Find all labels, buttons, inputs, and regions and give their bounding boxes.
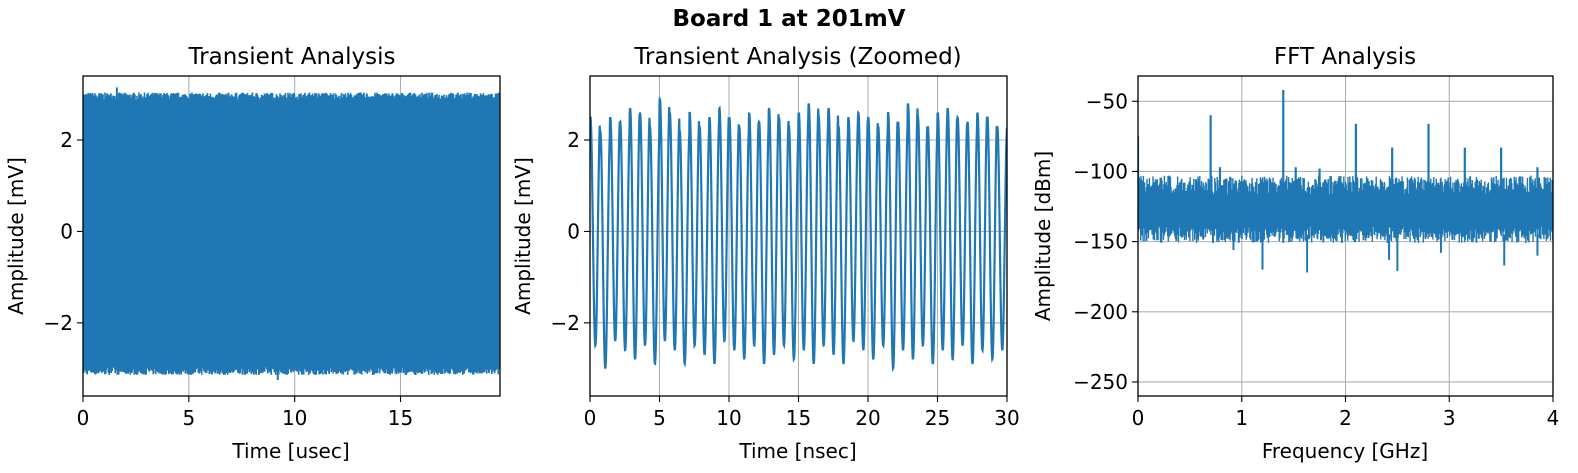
y-tick-label: −2 bbox=[44, 311, 73, 335]
chart-fft: FFT Analysis 0 1 2 3 4 −250 −200 −150 −100 −50 Fr… bbox=[1031, 44, 1559, 463]
x-tick-label: 10 bbox=[282, 406, 307, 430]
y-axis-label: Amplitude [mV] bbox=[4, 157, 28, 315]
x-axis-label: Time [usec] bbox=[231, 439, 349, 463]
y-tick-label: −250 bbox=[1073, 370, 1128, 394]
y-tick-label: −2 bbox=[551, 311, 580, 335]
y-tick-label: −200 bbox=[1073, 300, 1128, 324]
y-axis-label: Amplitude [mV] bbox=[511, 157, 535, 315]
x-tick-label: 15 bbox=[388, 406, 413, 430]
x-tick-label: 30 bbox=[994, 406, 1019, 430]
plot-area bbox=[590, 96, 1007, 373]
y-tick-label: 0 bbox=[60, 219, 73, 243]
x-axis-label: Time [nsec] bbox=[738, 439, 856, 463]
x-tick-label: 5 bbox=[653, 406, 666, 430]
x-tick-label: 5 bbox=[182, 406, 195, 430]
y-tick-label: 2 bbox=[567, 128, 580, 152]
x-tick-label: 20 bbox=[855, 406, 880, 430]
tick-labels: 0 5 10 15 −2 0 2 bbox=[44, 128, 414, 430]
x-tick-label: 25 bbox=[925, 406, 950, 430]
plot-area bbox=[83, 87, 500, 380]
tick-labels: 0 5 10 15 20 25 30 −2 0 2 bbox=[551, 128, 1020, 430]
x-tick-label: 15 bbox=[786, 406, 811, 430]
y-tick-label: −150 bbox=[1073, 230, 1128, 254]
x-tick-label: 10 bbox=[716, 406, 741, 430]
chart-transient-zoomed: Transient Analysis (Zoomed) 0 5 10 15 20 25 30… bbox=[511, 44, 1020, 463]
y-tick-label: 2 bbox=[60, 128, 73, 152]
y-tick-label: −50 bbox=[1086, 89, 1128, 113]
noise-floor bbox=[1138, 175, 1553, 243]
x-tick-label: 2 bbox=[1339, 406, 1352, 430]
tick-labels: 0 1 2 3 4 −250 −200 −150 −100 −50 bbox=[1073, 89, 1559, 430]
figure-suptitle: Board 1 at 201mV bbox=[673, 6, 906, 32]
plot-area bbox=[1138, 90, 1553, 273]
series-line bbox=[83, 92, 500, 375]
y-axis-label: Amplitude [dBm] bbox=[1031, 151, 1055, 321]
axes-frame bbox=[82, 75, 501, 397]
x-tick-label: 1 bbox=[1235, 406, 1248, 430]
x-tick-label: 0 bbox=[77, 406, 90, 430]
series-line bbox=[590, 96, 1007, 373]
x-tick-label: 4 bbox=[1547, 406, 1560, 430]
x-tick-label: 0 bbox=[584, 406, 597, 430]
x-axis-label: Frequency [GHz] bbox=[1262, 439, 1428, 463]
y-tick-label: −100 bbox=[1073, 159, 1128, 183]
chart-title: FFT Analysis bbox=[1274, 44, 1416, 70]
y-tick-label: 0 bbox=[567, 219, 580, 243]
x-tick-label: 3 bbox=[1443, 406, 1456, 430]
chart-title: Transient Analysis (Zoomed) bbox=[633, 44, 961, 70]
chart-transient: Transient Analysis 0 5 10 15 −2 0 2 Time [usec… bbox=[4, 44, 501, 463]
chart-title: Transient Analysis bbox=[188, 44, 396, 70]
x-tick-label: 0 bbox=[1132, 406, 1145, 430]
